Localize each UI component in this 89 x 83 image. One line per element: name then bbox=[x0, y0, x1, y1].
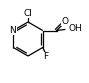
Text: Cl: Cl bbox=[24, 8, 32, 18]
Text: O: O bbox=[61, 17, 68, 26]
Text: N: N bbox=[9, 25, 16, 35]
Text: F: F bbox=[43, 52, 48, 61]
Text: OH: OH bbox=[69, 24, 83, 33]
